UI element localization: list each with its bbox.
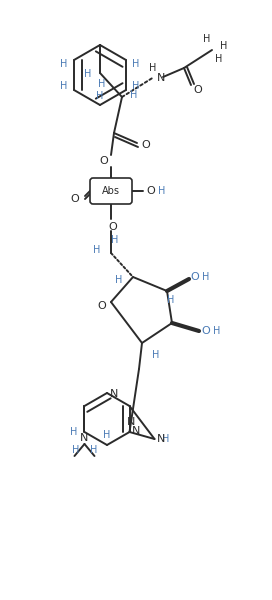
Text: H: H — [90, 445, 97, 455]
Text: H: H — [162, 434, 169, 444]
Text: O: O — [194, 85, 202, 95]
Text: N: N — [127, 417, 136, 427]
Text: N: N — [80, 433, 89, 443]
Text: H: H — [96, 91, 104, 101]
Text: N: N — [132, 426, 141, 436]
Text: H: H — [130, 90, 138, 100]
Text: H: H — [132, 81, 140, 91]
Text: O: O — [191, 272, 199, 282]
Text: O: O — [147, 186, 155, 196]
Text: O: O — [202, 326, 210, 336]
Text: H: H — [72, 445, 79, 455]
Text: H: H — [215, 54, 223, 64]
Text: H: H — [98, 79, 106, 89]
Text: H: H — [115, 275, 123, 285]
Text: O: O — [109, 222, 118, 232]
Text: N: N — [157, 434, 166, 444]
Text: Abs: Abs — [102, 186, 120, 196]
FancyBboxPatch shape — [90, 178, 132, 204]
Text: H: H — [152, 350, 160, 360]
Text: H: H — [149, 63, 157, 73]
Text: H: H — [60, 59, 68, 69]
Text: H: H — [132, 59, 140, 69]
Text: H: H — [84, 69, 92, 79]
Text: H: H — [70, 427, 77, 437]
Text: O: O — [142, 140, 150, 150]
Text: N: N — [110, 389, 118, 399]
Text: H: H — [60, 81, 68, 91]
Text: H: H — [220, 41, 228, 51]
Text: O: O — [100, 156, 108, 166]
Text: N: N — [157, 73, 165, 83]
Text: H: H — [103, 430, 111, 440]
Text: H: H — [111, 235, 119, 245]
Text: H: H — [167, 295, 175, 305]
Text: H: H — [203, 34, 211, 44]
Text: H: H — [213, 326, 221, 336]
Text: O: O — [98, 301, 106, 311]
Text: O: O — [71, 194, 79, 204]
Text: H: H — [158, 186, 166, 196]
Text: H: H — [93, 245, 101, 255]
Text: H: H — [202, 272, 210, 282]
